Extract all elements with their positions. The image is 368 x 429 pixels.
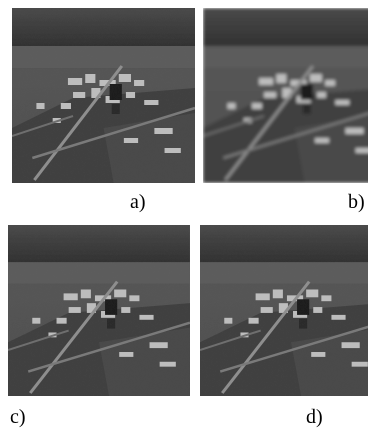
panel-label: c) [10,407,26,427]
image-d [200,225,368,396]
figure: a) b) c) d) [0,0,368,429]
figure-images [0,0,368,429]
panel-label: a) [130,192,146,212]
image-a [12,8,195,183]
panel-label: b) [348,192,365,212]
image-b [203,8,368,183]
panel-label: d) [306,407,323,427]
image-c [8,225,190,396]
